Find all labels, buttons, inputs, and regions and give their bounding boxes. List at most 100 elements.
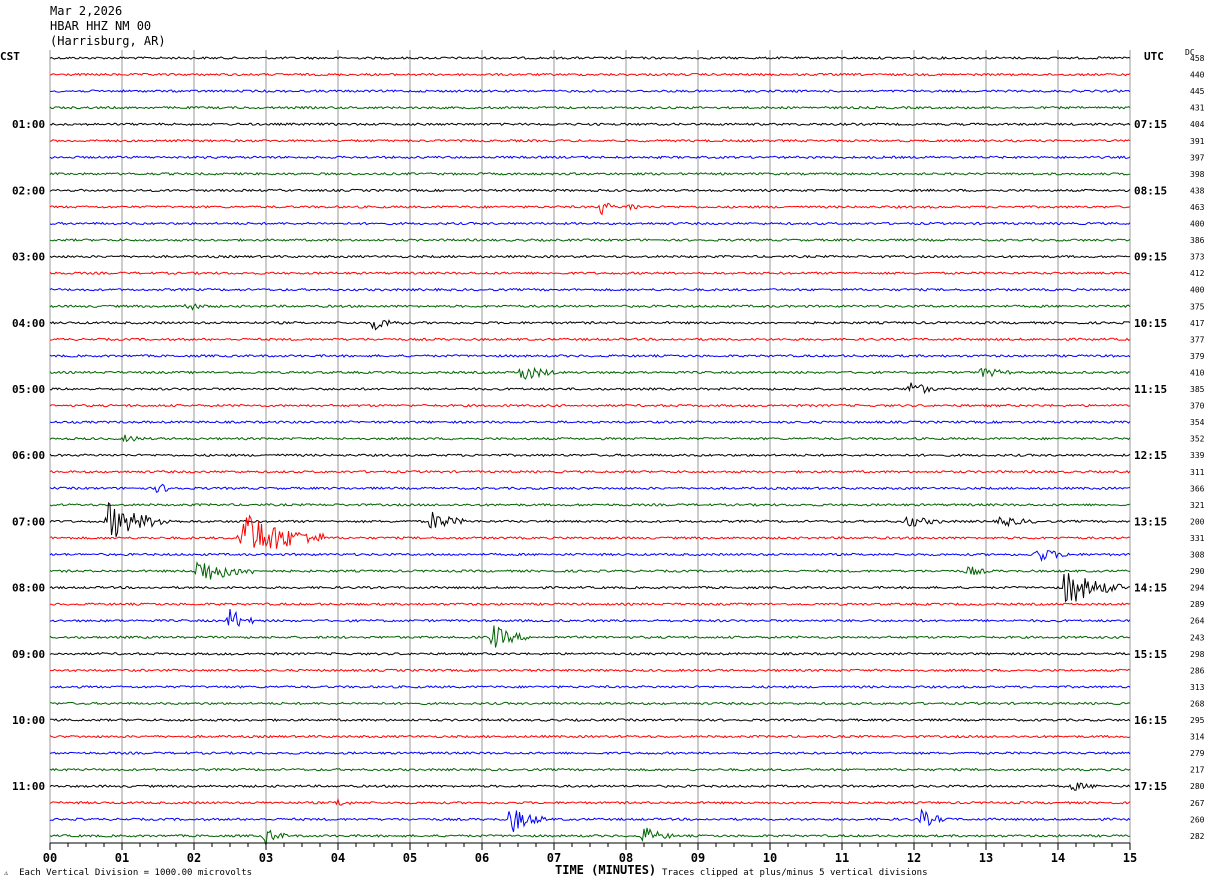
dc-offset-label: 377 — [1190, 335, 1205, 344]
dc-offset-label: 417 — [1190, 319, 1205, 328]
trace-row-22 — [49, 420, 1131, 425]
dc-offset-label: 289 — [1190, 600, 1205, 609]
vertical-division-note-text: Each Vertical Division = 1000.00 microvo… — [19, 868, 253, 878]
x-tick-label: 03 — [259, 851, 273, 865]
hour-labels: 01:00 07:15 02:00 08:15 03:00 09:15 04:00 10:15… — [12, 118, 1167, 793]
x-tick-label: 07 — [547, 851, 561, 865]
left-timezone-label: CST — [0, 50, 20, 63]
trace-row-17 — [49, 337, 1131, 342]
trace-row-3 — [49, 105, 1131, 110]
dc-offset-label: 331 — [1190, 534, 1205, 543]
trace-row-32 — [49, 573, 1130, 603]
trace-row-35 — [49, 625, 1131, 648]
dc-offset-label: 400 — [1190, 220, 1205, 229]
dc-offset-label: 445 — [1190, 87, 1205, 96]
dc-offset-label: 311 — [1190, 468, 1205, 477]
trace-row-44 — [49, 782, 1131, 791]
dc-offset-label: 314 — [1190, 733, 1205, 742]
dc-offset-label: 217 — [1190, 766, 1205, 775]
vertical-division-note: ⚠ Each Vertical Division = 1000.00 micro… — [4, 868, 253, 878]
dc-offset-label: 386 — [1190, 236, 1205, 245]
dc-offset-label: 243 — [1190, 633, 1205, 642]
dc-offset-label: 264 — [1190, 617, 1205, 626]
x-tick-label: 11 — [835, 851, 849, 865]
dc-offset-label: 313 — [1190, 683, 1205, 692]
dc-offset-label: 458 — [1190, 54, 1205, 63]
trace-row-10 — [49, 221, 1131, 226]
dc-offset-label: 294 — [1190, 584, 1205, 593]
dc-offset-label: 463 — [1190, 203, 1205, 212]
trace-row-31 — [49, 561, 1131, 580]
trace-row-34 — [49, 609, 1131, 627]
x-axis: 00 01 02 03 04 05 06 07 08 09 10 11 12 13 14 15 — [43, 842, 1137, 865]
right-hour-label: 11:15 — [1134, 383, 1167, 396]
trace-row-26 — [49, 483, 1131, 493]
trace-row-46 — [49, 808, 1131, 832]
x-tick-label: 04 — [331, 851, 345, 865]
seismic-traces — [49, 56, 1131, 846]
dc-offset-label: 282 — [1190, 832, 1205, 841]
dc-offset-label: 268 — [1190, 699, 1205, 708]
trace-row-7 — [49, 171, 1131, 176]
header-station: HBAR HHZ NM 00 — [50, 19, 152, 33]
trace-row-6 — [49, 155, 1131, 160]
right-hour-label: 17:15 — [1134, 780, 1167, 793]
trace-row-30 — [49, 550, 1131, 563]
left-hour-label: 03:00 — [12, 251, 45, 264]
dc-offset-label: 308 — [1190, 551, 1205, 560]
trace-row-0 — [49, 56, 1131, 60]
trace-row-45 — [49, 797, 1131, 806]
trace-row-25 — [49, 469, 1131, 474]
dc-offset-label: 295 — [1190, 716, 1205, 725]
trace-row-1 — [49, 72, 1131, 77]
trace-row-43 — [49, 767, 1131, 772]
left-hour-label: 04:00 — [12, 317, 45, 330]
dc-offset-label: 400 — [1190, 286, 1205, 295]
station-header: Mar 2,2026 HBAR HHZ NM 00 (Harrisburg, AR) — [50, 4, 166, 49]
dc-offset-label: 440 — [1190, 71, 1205, 80]
right-hour-label: 16:15 — [1134, 714, 1167, 727]
left-hour-label: 06:00 — [12, 449, 45, 462]
dc-offset-label: 286 — [1190, 666, 1205, 675]
left-hour-label: 11:00 — [12, 780, 45, 793]
x-axis-title: TIME (MINUTES) — [555, 863, 657, 877]
left-hour-label: 01:00 — [12, 118, 45, 131]
x-tick-label: 09 — [691, 851, 705, 865]
trace-row-24 — [49, 453, 1131, 458]
dc-offset-label: 339 — [1190, 451, 1205, 460]
trace-row-12 — [49, 254, 1131, 259]
trace-row-5 — [49, 138, 1131, 143]
dc-offset-label: 267 — [1190, 799, 1205, 808]
right-hour-label: 08:15 — [1134, 184, 1167, 197]
x-tick-label: 08 — [619, 851, 633, 865]
dc-offset-label: 410 — [1190, 368, 1205, 377]
trace-row-8 — [49, 188, 1131, 193]
right-hour-label: 15:15 — [1134, 648, 1167, 661]
dc-offset-label: 385 — [1190, 385, 1205, 394]
dc-offset-label: 438 — [1190, 186, 1205, 195]
left-hour-label: 05:00 — [12, 383, 45, 396]
dc-offset-label: 431 — [1190, 104, 1205, 113]
dc-offset-label: 352 — [1190, 435, 1205, 444]
minute-gridlines — [49, 50, 1131, 843]
dc-offset-label: 279 — [1190, 749, 1205, 758]
trace-row-14 — [49, 287, 1131, 292]
trace-row-21 — [49, 403, 1131, 408]
trace-row-28 — [49, 501, 1131, 537]
left-hour-label: 07:00 — [12, 515, 45, 528]
dc-offset-label: 412 — [1190, 269, 1205, 278]
left-hour-label: 09:00 — [12, 648, 45, 661]
right-timezone-label: UTC — [1144, 50, 1164, 63]
trace-row-42 — [49, 751, 1131, 756]
trace-row-39 — [50, 701, 1131, 706]
dc-offset-label: 290 — [1190, 567, 1205, 576]
dc-offset-label: 321 — [1190, 501, 1205, 510]
dc-offset-label: 391 — [1190, 137, 1205, 146]
dc-offset-label: 280 — [1190, 782, 1205, 791]
dc-offset-label: 404 — [1190, 120, 1205, 129]
trace-row-4 — [49, 122, 1131, 127]
trace-row-15 — [49, 303, 1131, 311]
trace-row-47 — [49, 827, 1131, 846]
header-location: (Harrisburg, AR) — [50, 34, 166, 48]
